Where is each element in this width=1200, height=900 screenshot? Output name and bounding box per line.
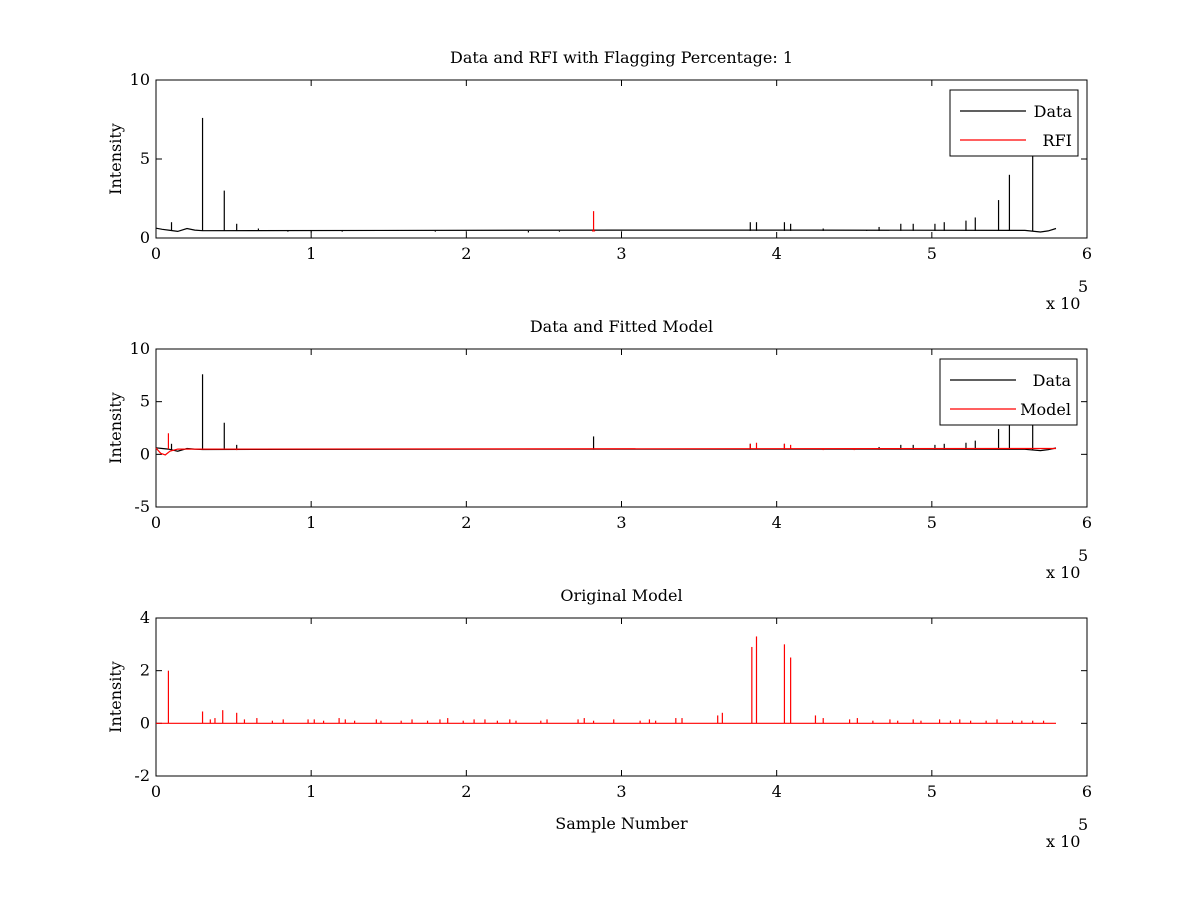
x-tick-label: 4	[772, 244, 782, 263]
x-tick-label: 5	[927, 244, 937, 263]
legend-label: Data	[1033, 371, 1072, 390]
x-tick-label: 2	[461, 782, 471, 801]
x-tick-label: 6	[1082, 513, 1092, 532]
series-line	[156, 636, 1056, 724]
x-tick-label: 0	[151, 513, 161, 532]
y-tick-label: 5	[140, 149, 150, 168]
x-tick-label: 2	[461, 513, 471, 532]
x-multiplier-base: x 10	[1046, 563, 1080, 582]
x-multiplier-exponent: 5	[1078, 277, 1088, 296]
y-tick-label: 0	[140, 228, 150, 247]
series-rfi	[592, 211, 596, 232]
legend-label: Model	[1020, 400, 1071, 419]
y-axis-label: Intensity	[106, 661, 125, 733]
series-line	[155, 447, 1057, 456]
x-tick-label: 1	[306, 782, 316, 801]
x-axis-label: Sample Number	[555, 814, 688, 833]
legend-label: RFI	[1043, 131, 1072, 150]
legend-box	[939, 358, 1078, 426]
subplot-title: Data and Fitted Model	[530, 317, 713, 336]
legend-label: Data	[1034, 102, 1073, 121]
legend-box	[949, 89, 1079, 157]
x-tick-label: 5	[927, 782, 937, 801]
x-tick-label: 6	[1082, 244, 1092, 263]
x-tick-label: 4	[772, 782, 782, 801]
x-tick-label: 1	[306, 513, 316, 532]
x-tick-label: 6	[1082, 782, 1092, 801]
x-multiplier-exponent: 5	[1078, 546, 1088, 565]
legend: Data RFI	[949, 89, 1079, 157]
y-tick-label: 2	[140, 661, 150, 680]
x-multiplier-exponent: 5	[1078, 815, 1088, 834]
y-tick-label: 0	[140, 444, 150, 463]
x-tick-label: 4	[772, 513, 782, 532]
subplot-title: Data and RFI with Flagging Percentage: 1	[450, 48, 793, 67]
x-tick-label: 5	[927, 513, 937, 532]
y-tick-label: 10	[130, 339, 150, 358]
y-axis-label: Intensity	[106, 123, 125, 195]
y-tick-label: 0	[140, 713, 150, 732]
x-tick-label: 1	[306, 244, 316, 263]
x-tick-label: 0	[151, 244, 161, 263]
x-tick-label: 2	[461, 244, 471, 263]
y-tick-label: 4	[140, 608, 150, 627]
y-axis-label: Intensity	[106, 392, 125, 464]
x-multiplier-base: x 10	[1046, 832, 1080, 851]
x-tick-label: 3	[616, 244, 626, 263]
series-model	[155, 433, 1057, 456]
series-data	[155, 117, 1057, 233]
y-tick-label: -2	[134, 766, 150, 785]
x-tick-label: 3	[616, 782, 626, 801]
y-tick-label: -5	[134, 497, 150, 516]
y-tick-label: 5	[140, 392, 150, 411]
y-tick-label: 10	[130, 70, 150, 89]
x-tick-label: 0	[151, 782, 161, 801]
legend: Data Model	[939, 358, 1078, 426]
x-multiplier-base: x 10	[1046, 294, 1080, 313]
x-tick-label: 3	[616, 513, 626, 532]
subplot-title: Original Model	[560, 586, 682, 605]
